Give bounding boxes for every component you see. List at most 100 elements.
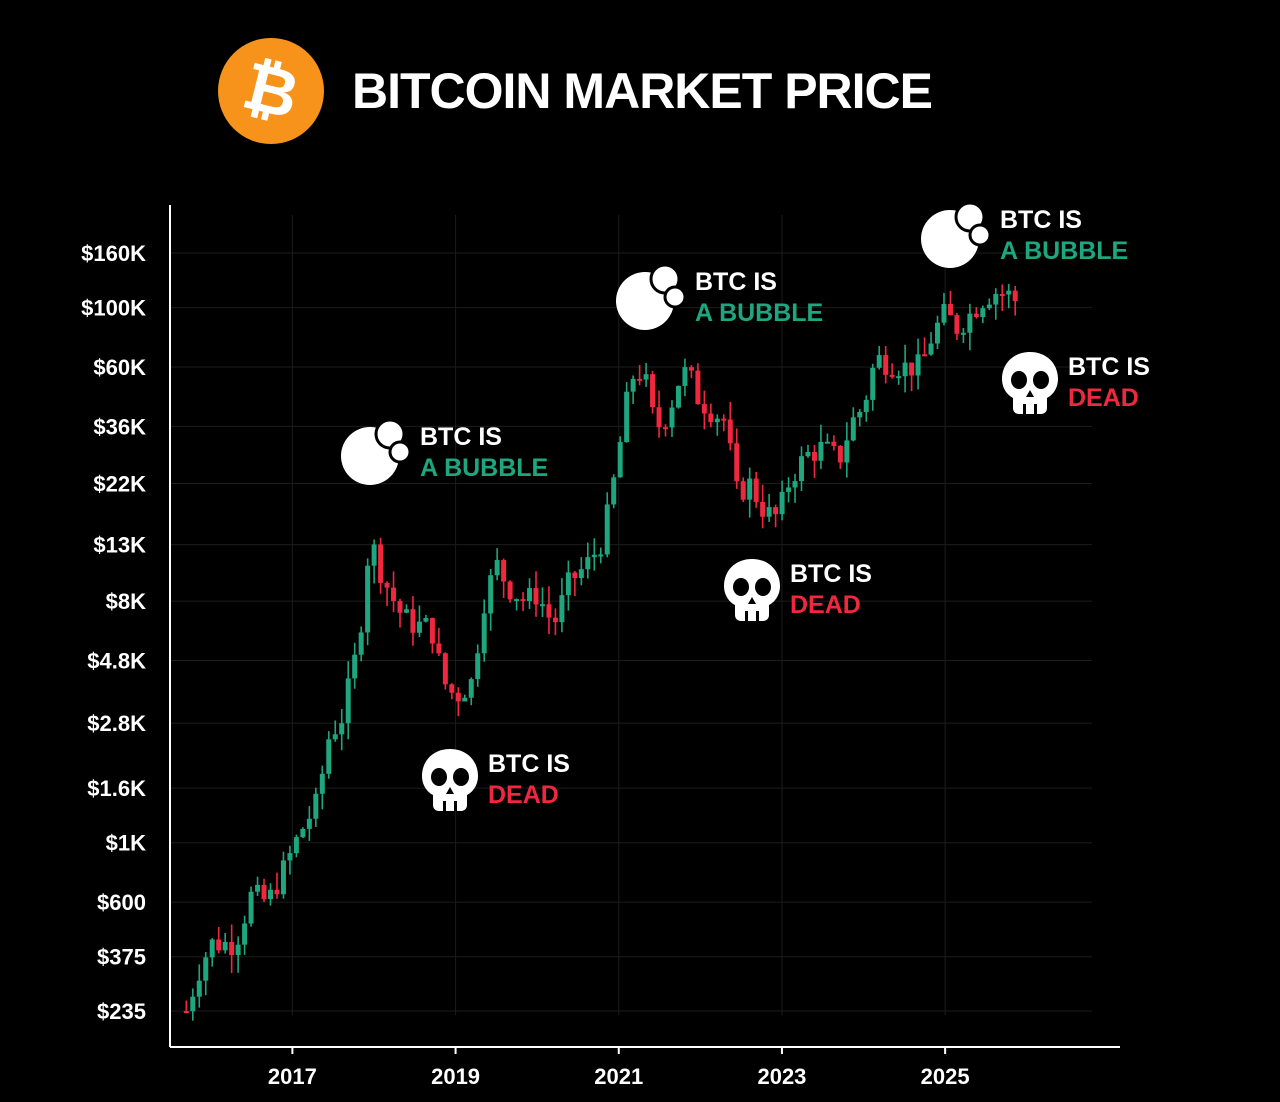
- y-tick-label: $1K: [106, 831, 146, 856]
- candle-body: [947, 304, 953, 316]
- candle-body: [773, 507, 779, 515]
- candle-body: [423, 618, 429, 622]
- candle-body: [242, 923, 248, 945]
- y-tick-label: $22K: [93, 472, 146, 497]
- annotation-bubble-2021: BTC IS A BUBBLE: [615, 263, 823, 333]
- x-tick-label: 2025: [921, 1064, 970, 1089]
- candle-body: [520, 599, 526, 602]
- candle-body: [293, 837, 299, 854]
- candle-body: [973, 313, 979, 318]
- candle-body: [468, 679, 474, 698]
- y-tick-label: $100K: [81, 296, 146, 321]
- candle-body: [494, 560, 500, 576]
- candle-body: [391, 587, 397, 602]
- candle-body: [617, 442, 623, 478]
- candle-body: [313, 793, 319, 819]
- y-tick-label: $1.6K: [87, 776, 146, 801]
- candle-body: [209, 939, 215, 958]
- bubbles-icon: [921, 201, 992, 268]
- candle-body: [598, 554, 604, 557]
- candle-body: [960, 332, 966, 335]
- candle-body: [306, 818, 312, 829]
- candle-body: [274, 889, 280, 895]
- candle-body: [248, 891, 254, 924]
- candle-body: [261, 884, 267, 900]
- annotation-line1: BTC IS: [790, 560, 872, 588]
- y-tick-label: $600: [97, 890, 146, 915]
- candle-body: [300, 828, 306, 838]
- candle-body: [954, 315, 960, 334]
- candle-body: [928, 343, 934, 355]
- y-tick-label: $160K: [81, 241, 146, 266]
- candle-body: [604, 504, 610, 555]
- y-tick-label: $13K: [93, 533, 146, 558]
- candle-body: [501, 560, 507, 582]
- candle-body: [462, 697, 468, 702]
- candle-body: [934, 322, 940, 344]
- annotation-dead-2022: BTC IS DEAD: [722, 557, 872, 623]
- candle-body: [747, 478, 753, 500]
- candle-body: [280, 860, 286, 895]
- y-tick-label: $4.8K: [87, 648, 146, 673]
- annotation-line2: A BUBBLE: [420, 454, 549, 482]
- candle-body: [980, 308, 986, 318]
- candle-body: [656, 407, 662, 428]
- candle-body: [844, 440, 850, 463]
- y-tick-label: $36K: [93, 414, 146, 439]
- skull-icon: [1002, 352, 1058, 414]
- candle-body: [416, 621, 422, 633]
- candle-body: [805, 451, 811, 457]
- annotation-line2: DEAD: [1068, 384, 1139, 412]
- candle-body: [889, 374, 895, 377]
- x-tick-label: 2017: [268, 1064, 317, 1089]
- candle-body: [967, 313, 973, 333]
- candle-body: [319, 773, 325, 794]
- candle-body: [1012, 290, 1018, 302]
- candle-body: [455, 692, 461, 702]
- candle-body: [896, 376, 902, 379]
- candle-body: [1006, 290, 1012, 295]
- candle-body: [695, 370, 701, 405]
- candle-body: [870, 367, 876, 400]
- candle-body: [786, 487, 792, 492]
- annotation-line1: BTC IS: [488, 750, 570, 778]
- candle-body: [650, 374, 656, 408]
- candle-body: [410, 609, 416, 633]
- candle-body: [915, 354, 921, 376]
- y-tick-label: $60K: [93, 355, 146, 380]
- candle-body: [766, 507, 772, 517]
- candle-body: [675, 385, 681, 408]
- candle-body: [682, 367, 688, 386]
- candlestick-series: [183, 284, 1018, 1021]
- candle-body: [442, 653, 448, 685]
- candle-body: [824, 441, 830, 444]
- candle-body: [831, 441, 837, 446]
- candle-body: [552, 617, 558, 623]
- candle-body: [332, 734, 338, 740]
- candle-body: [475, 653, 481, 680]
- annotation-line1: BTC IS: [1000, 206, 1082, 234]
- annotation-dead-2019: BTC IS DEAD: [420, 747, 570, 813]
- chart-grid: [170, 215, 1092, 1015]
- candle-body: [196, 980, 202, 997]
- candle-body: [611, 477, 617, 505]
- candle-body: [669, 407, 675, 428]
- candle-body: [630, 378, 636, 392]
- candle-body: [999, 294, 1005, 297]
- skull-icon: [422, 749, 478, 811]
- candle-body: [811, 451, 817, 461]
- x-tick-label: 2019: [431, 1064, 480, 1089]
- candle-body: [701, 404, 707, 414]
- candle-body: [255, 884, 261, 892]
- annotation-bubble-2018: BTC IS A BUBBLE: [340, 418, 548, 488]
- x-axis: 2017 2019 2021 2023 2025: [268, 1047, 970, 1089]
- candle-body: [688, 367, 694, 371]
- candle-body: [902, 362, 908, 377]
- candle-body: [339, 723, 345, 735]
- candle-body: [578, 569, 584, 579]
- y-tick-label: $375: [97, 945, 146, 970]
- candle-body: [740, 481, 746, 500]
- candle-body: [624, 391, 630, 443]
- candle-body: [449, 684, 455, 693]
- candle-body: [792, 481, 798, 488]
